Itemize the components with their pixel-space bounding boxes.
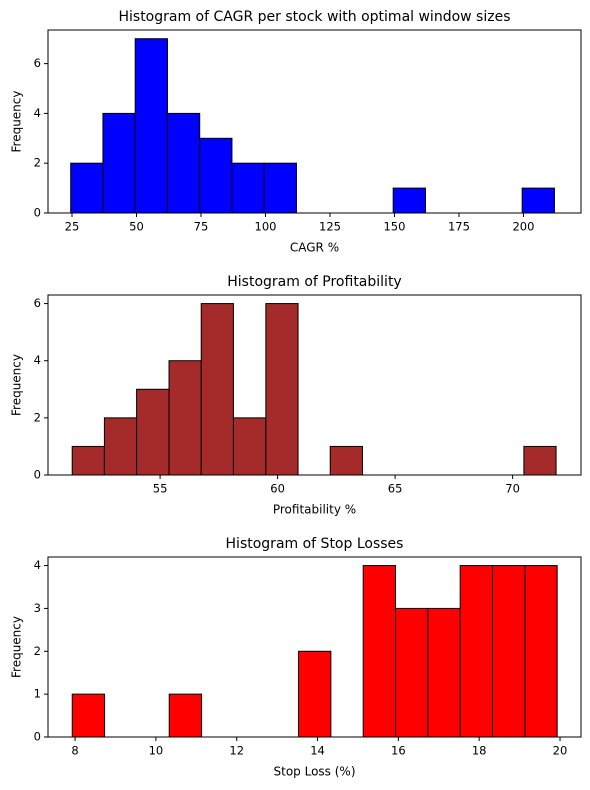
x-axis-label: Stop Loss (%) — [274, 765, 356, 779]
x-tick-label: 20 — [553, 744, 568, 758]
x-tick-label: 50 — [129, 220, 144, 234]
bar — [70, 162, 104, 214]
x-axis-label: Profitability % — [273, 503, 356, 517]
y-tick-label: 1 — [34, 687, 41, 701]
bar — [168, 360, 202, 476]
bar — [199, 137, 233, 214]
y-tick-label: 2 — [34, 644, 41, 658]
bar — [392, 187, 426, 214]
x-tick-label: 18 — [472, 744, 487, 758]
y-axis-label: Frequency — [10, 616, 24, 678]
y-tick-label: 2 — [34, 156, 41, 170]
chart-title: Histogram of CAGR per stock with optimal… — [118, 9, 510, 25]
y-tick-label: 0 — [34, 730, 41, 744]
x-tick-label: 175 — [448, 220, 470, 234]
bar — [263, 162, 297, 214]
chart-title: Histogram of Profitability — [227, 274, 401, 290]
y-tick-label: 6 — [34, 296, 41, 310]
bar — [232, 417, 267, 476]
x-tick-label: 10 — [149, 744, 164, 758]
y-tick-label: 2 — [34, 410, 41, 424]
bar — [134, 38, 168, 214]
y-tick-label: 0 — [34, 206, 41, 220]
bar — [103, 417, 138, 476]
bar — [492, 565, 526, 738]
x-tick-label: 12 — [229, 744, 244, 758]
bar — [459, 565, 494, 738]
bar — [427, 607, 461, 738]
axes-frame — [47, 294, 582, 476]
x-tick-label: 100 — [255, 220, 277, 234]
y-tick-label: 4 — [34, 106, 41, 120]
x-tick-label: 65 — [388, 482, 403, 496]
bar — [200, 303, 234, 476]
y-axis-label: Frequency — [10, 354, 24, 416]
y-tick-label: 4 — [34, 558, 41, 572]
y-tick-label: 0 — [34, 468, 41, 482]
bar — [71, 445, 105, 476]
x-tick-label: 125 — [319, 220, 341, 234]
bar — [524, 565, 558, 738]
x-tick-label: 25 — [65, 220, 80, 234]
bar — [521, 187, 555, 214]
x-tick-label: 200 — [512, 220, 534, 234]
bar — [395, 607, 429, 738]
y-tick-label: 4 — [34, 353, 41, 367]
bar — [136, 388, 170, 476]
x-tick-label: 55 — [153, 482, 168, 496]
bar — [168, 693, 203, 738]
axes-frame — [47, 29, 582, 214]
y-axis-label: Frequency — [10, 91, 24, 153]
x-tick-label: 75 — [194, 220, 209, 234]
x-tick-label: 14 — [310, 744, 325, 758]
x-tick-label: 8 — [71, 744, 78, 758]
x-axis-label: CAGR % — [290, 241, 339, 255]
bar — [166, 112, 201, 214]
bar — [298, 650, 332, 738]
x-tick-label: 150 — [383, 220, 405, 234]
bar — [71, 693, 106, 738]
x-tick-label: 16 — [391, 744, 406, 758]
bar — [231, 162, 265, 214]
y-tick-label: 3 — [34, 601, 41, 615]
axes-frame — [47, 556, 582, 738]
bar — [329, 445, 363, 476]
bar — [523, 445, 557, 476]
bar — [102, 112, 136, 214]
bar — [362, 565, 397, 738]
x-tick-label: 70 — [505, 482, 520, 496]
y-tick-label: 6 — [34, 56, 41, 70]
chart-title: Histogram of Stop Losses — [226, 536, 404, 552]
bar — [265, 303, 299, 476]
x-tick-label: 60 — [270, 482, 285, 496]
